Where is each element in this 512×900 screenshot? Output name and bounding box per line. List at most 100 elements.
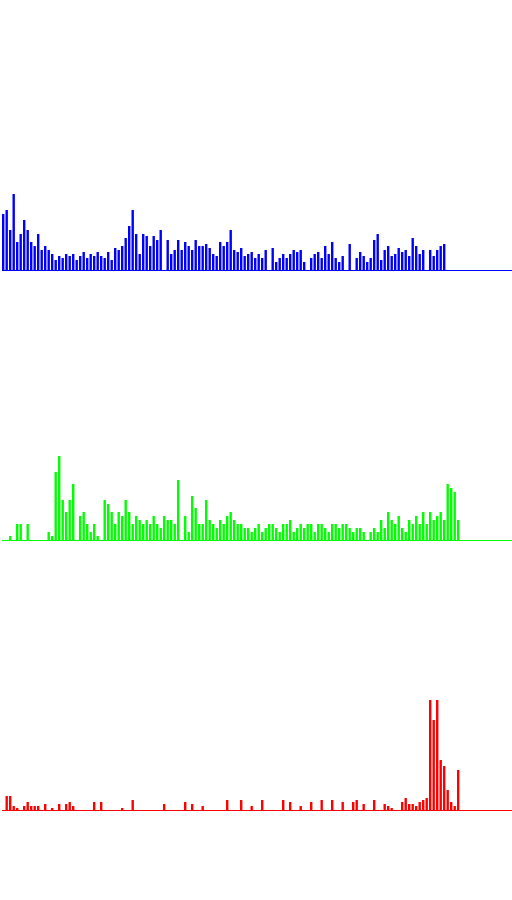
histogram-bar — [422, 800, 425, 810]
histogram-bar — [415, 516, 418, 540]
histogram-bar — [19, 234, 22, 270]
histogram-bar — [359, 252, 362, 270]
histogram-bar — [383, 804, 386, 810]
histogram-bar — [240, 524, 243, 540]
histogram-bar — [310, 802, 313, 810]
histogram-bar — [26, 802, 29, 810]
histogram-bar — [117, 512, 120, 540]
histogram-bar — [93, 802, 96, 810]
histogram-bar — [51, 254, 54, 270]
histogram-bar — [303, 528, 306, 540]
histogram-bar — [184, 516, 187, 540]
histogram-bar — [415, 246, 418, 270]
histogram-bar — [355, 800, 358, 810]
histogram-bar — [439, 512, 442, 540]
histogram-bar — [243, 528, 246, 540]
histogram-bar — [44, 804, 47, 810]
histogram-bar — [348, 244, 351, 270]
histogram-bar — [219, 242, 222, 270]
histogram-bar — [362, 532, 365, 540]
histogram-bar — [173, 524, 176, 540]
histogram-bar — [397, 248, 400, 270]
histogram-bar — [121, 246, 124, 270]
histogram-bar — [226, 800, 229, 810]
histogram-bar — [443, 244, 446, 270]
histogram-bar — [100, 256, 103, 270]
histogram-bar — [163, 804, 166, 810]
histogram-bar — [331, 242, 334, 270]
histogram-bar — [408, 256, 411, 270]
histogram-bar — [429, 512, 432, 540]
histogram-bar — [5, 210, 8, 270]
histogram-bar — [121, 808, 124, 810]
histogram-bar — [51, 536, 54, 540]
histogram-bar — [79, 256, 82, 270]
histogram-bar — [9, 536, 12, 540]
histogram-bar — [261, 532, 264, 540]
histogram-bar — [401, 252, 404, 270]
histogram-bar — [331, 800, 334, 810]
histogram-bar — [58, 256, 61, 270]
histogram-bar — [215, 256, 218, 270]
histogram-bar — [341, 256, 344, 270]
histogram-bar — [355, 528, 358, 540]
histogram-bar — [16, 808, 19, 810]
histogram-bar — [166, 240, 169, 270]
histogram-bar — [124, 500, 127, 540]
histogram-bar — [208, 520, 211, 540]
histogram-bar — [352, 802, 355, 810]
histogram-bar — [296, 252, 299, 270]
histogram-bar — [317, 252, 320, 270]
histogram-bar — [222, 246, 225, 270]
histogram-bar — [278, 258, 281, 270]
histogram-bar — [72, 484, 75, 540]
histogram-bar — [359, 528, 362, 540]
histogram-bar — [446, 790, 449, 810]
histogram-bar — [261, 258, 264, 270]
histogram-bar — [145, 520, 148, 540]
histogram-bar — [247, 254, 250, 270]
histogram-bar — [177, 240, 180, 270]
histogram-bar — [177, 480, 180, 540]
histogram-bar — [100, 802, 103, 810]
histogram-bar — [292, 532, 295, 540]
histogram-bar — [376, 234, 379, 270]
histogram-bar — [380, 520, 383, 540]
histogram-bar — [152, 236, 155, 270]
histogram-bar — [75, 260, 78, 270]
histogram-bar — [432, 720, 435, 810]
histogram-bar — [369, 532, 372, 540]
histogram-bar — [93, 256, 96, 270]
histogram-bar — [404, 532, 407, 540]
histogram-bar — [436, 250, 439, 270]
histogram-bar — [2, 214, 5, 270]
histogram-bar — [9, 796, 12, 810]
histogram-bar — [205, 500, 208, 540]
histogram-bar — [331, 524, 334, 540]
histogram-bar — [334, 258, 337, 270]
histogram-bar — [212, 524, 215, 540]
histogram-bar — [191, 804, 194, 810]
histogram-bar — [68, 500, 71, 540]
histogram-bar — [422, 512, 425, 540]
histogram-bar — [453, 806, 456, 810]
histogram-bar — [373, 528, 376, 540]
histogram-bar — [450, 802, 453, 810]
histogram-bar — [121, 516, 124, 540]
histogram-bar — [159, 528, 162, 540]
histogram-bar — [86, 258, 89, 270]
histogram-bar — [404, 798, 407, 810]
histogram-bar — [250, 806, 253, 810]
histogram-bar — [408, 804, 411, 810]
histogram-bar — [166, 520, 169, 540]
histogram-bar — [138, 520, 141, 540]
histogram-bar — [19, 524, 22, 540]
histogram-bar — [383, 250, 386, 270]
histogram-bar — [170, 520, 173, 540]
histogram-bar — [457, 770, 460, 810]
histogram-bar — [145, 236, 148, 270]
histogram-bar — [131, 800, 134, 810]
histogram-bar — [411, 804, 414, 810]
histogram-bar — [390, 520, 393, 540]
histogram-bar — [54, 260, 57, 270]
